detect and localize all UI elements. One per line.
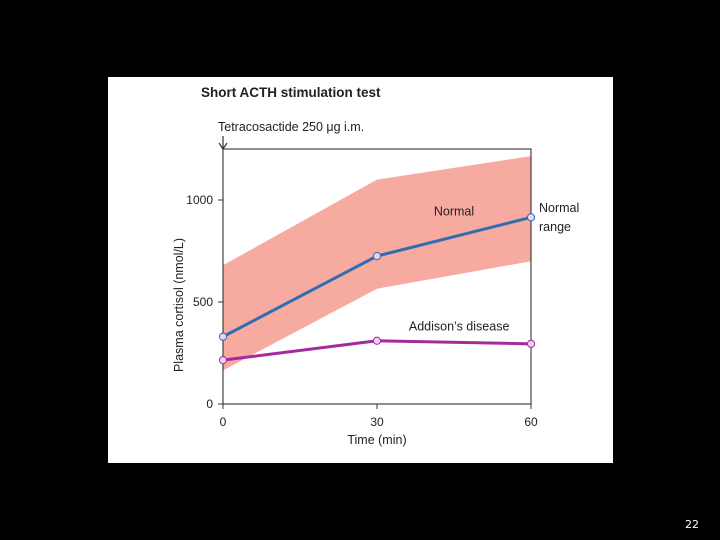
normal-data-point	[218, 332, 228, 341]
addison-data-point	[372, 336, 382, 345]
addison-data-point	[218, 356, 228, 365]
addison-series-label: Addison’s disease	[409, 320, 510, 334]
plot-area: 0 500 1000 0 30 60 Normal Normal range Addison’s …	[186, 148, 579, 429]
addison-data-point	[526, 339, 536, 348]
x-tick-label: 30	[370, 415, 384, 429]
chart-title: Short ACTH stimulation test	[201, 85, 381, 100]
y-tick-label: 0	[206, 397, 213, 411]
y-axis-label: Plasma cortisol (nmol/L)	[172, 238, 186, 372]
normal-range-label-line2: range	[539, 220, 571, 234]
x-axis-label: Time (min)	[347, 433, 406, 447]
figure-panel: Short ACTH stimulation test Tetracosacti…	[108, 77, 613, 463]
normal-range-label-line1: Normal	[539, 201, 579, 215]
x-tick-label: 60	[524, 415, 538, 429]
normal-series-label: Normal	[434, 204, 474, 218]
x-tick-label: 0	[220, 415, 227, 429]
normal-data-point	[526, 213, 536, 222]
y-tick-label: 500	[193, 295, 213, 309]
tetracosactide-annotation: Tetracosactide 250 μg i.m.	[218, 120, 364, 134]
normal-data-point	[372, 252, 382, 261]
injection-arrow-icon	[218, 136, 228, 151]
slide-number: 22	[685, 518, 699, 531]
normal-range-band	[223, 156, 531, 371]
y-tick-label: 1000	[186, 193, 213, 207]
cortisol-chart: Short ACTH stimulation test Tetracosacti…	[172, 85, 579, 447]
